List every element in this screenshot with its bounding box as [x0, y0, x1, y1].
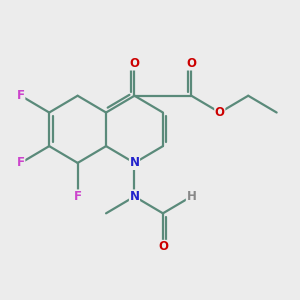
Text: O: O [158, 240, 168, 254]
Text: N: N [130, 190, 140, 203]
Text: O: O [186, 57, 197, 70]
Text: F: F [17, 89, 25, 102]
Text: O: O [215, 106, 225, 119]
Text: O: O [130, 57, 140, 70]
Text: F: F [74, 190, 82, 203]
Text: F: F [17, 156, 25, 170]
Text: N: N [130, 156, 140, 170]
Text: H: H [186, 190, 196, 203]
